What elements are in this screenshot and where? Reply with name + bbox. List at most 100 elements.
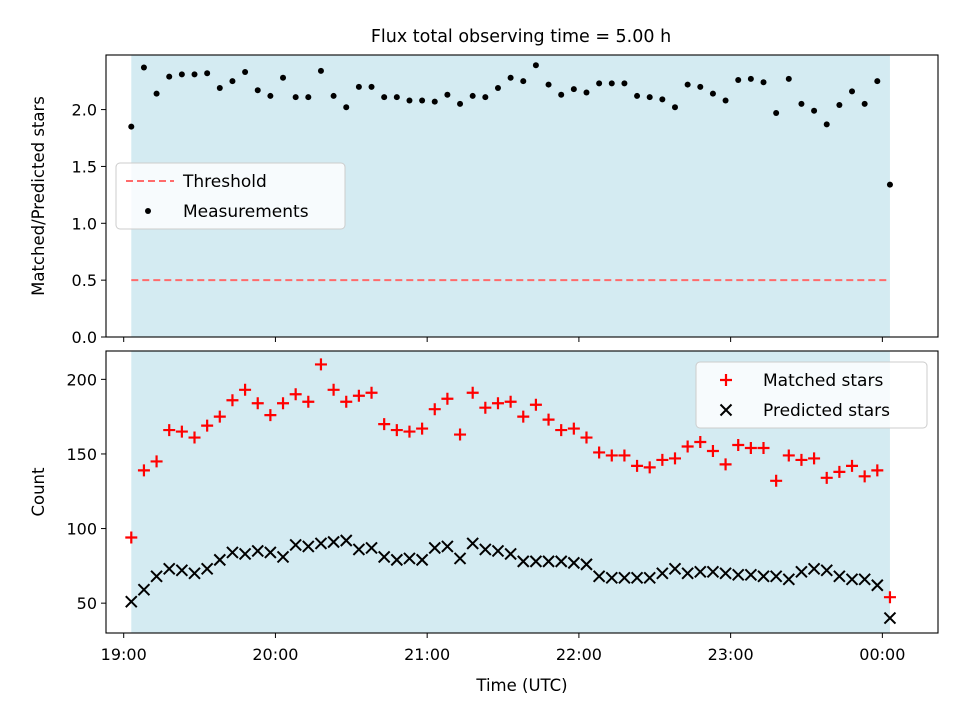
predicted-star-point (883, 611, 897, 625)
measurement-point (153, 90, 160, 97)
measurement-point (317, 67, 324, 74)
predicted-star-point (163, 562, 176, 576)
measurement-point (406, 97, 413, 104)
matched-star-point (846, 459, 859, 472)
measurement-point (634, 92, 641, 99)
y-axis-label: Matched/Predicted stars (29, 96, 48, 296)
matched-star-point (529, 398, 542, 411)
matched-star-point (871, 464, 884, 477)
predicted-star-point (807, 562, 821, 576)
y-axis-label: Count (29, 467, 48, 517)
measurement-point (583, 89, 590, 96)
matched-star-point (441, 392, 454, 405)
legend-box (115, 162, 346, 230)
predicted-star-point (732, 568, 745, 582)
matched-star-point (137, 464, 150, 477)
matched-star-point (694, 436, 707, 449)
measurement-point (355, 83, 362, 90)
matched-star-point (454, 428, 467, 441)
matched-star-point (277, 397, 290, 410)
predicted-star-point (377, 550, 391, 564)
predicted-star-point (517, 555, 530, 568)
predicted-star-point (694, 565, 707, 579)
y-tick-label: 50 (77, 594, 97, 613)
matched-star-point (251, 397, 264, 410)
predicted-star-point (757, 570, 770, 583)
measurement-point (140, 64, 147, 71)
series-predicted-stars (125, 534, 897, 625)
measurement-point (381, 94, 388, 101)
measurement-point (849, 88, 856, 95)
matched-star-point (668, 452, 681, 465)
measurement-point (229, 78, 236, 85)
matched-star-point (858, 470, 871, 483)
predicted-star-point (365, 541, 378, 555)
matched-star-point (744, 441, 757, 454)
bottom-panel: 50 100 150 200 19:00 20:00 21:00 22:00 23:00 00:0… (29, 350, 939, 695)
legend-label-threshold: Threshold (182, 172, 267, 192)
predicted-star-point (390, 553, 404, 567)
top-panel: 0.0 0.5 1.0 1.5 2.0 Matched/Predicted stars Th… (29, 54, 939, 347)
matched-star-point (416, 422, 429, 435)
predicted-star-point (453, 552, 467, 565)
measurement-point (343, 104, 350, 111)
measurement-point (785, 75, 792, 82)
matched-star-point (555, 424, 568, 437)
measurement-point (697, 83, 704, 90)
measurement-point (419, 97, 426, 104)
matched-star-point (580, 431, 593, 444)
measurement-point (305, 94, 312, 101)
measurement-point (823, 121, 830, 128)
predicted-star-point (845, 573, 859, 586)
predicted-star-point (188, 567, 201, 580)
x-tick-label: 21:00 (404, 645, 450, 664)
matched-star-point (327, 383, 340, 396)
measurement-point (558, 91, 565, 98)
predicted-star-point (542, 555, 555, 568)
matched-star-point (631, 459, 644, 472)
matched-star-point (770, 474, 783, 487)
matched-star-point (757, 441, 770, 454)
predicted-star-point (554, 555, 568, 568)
predicted-star-point (352, 543, 366, 556)
matched-star-point (226, 394, 239, 407)
predicted-star-point (782, 573, 796, 586)
matched-star-point (188, 431, 201, 444)
predicted-star-point (150, 570, 163, 583)
predicted-star-point (428, 541, 441, 555)
matched-star-point (795, 453, 808, 466)
legend: Matched stars Predicted stars (695, 361, 928, 429)
predicted-star-point (871, 579, 884, 592)
measurement-point (242, 69, 249, 76)
predicted-star-point (618, 571, 631, 585)
predicted-star-point (479, 543, 492, 556)
measurement-point (608, 80, 615, 87)
measurement-point (861, 100, 868, 107)
matched-star-point (213, 410, 226, 423)
predicted-star-point (251, 544, 264, 558)
matched-star-point (378, 418, 391, 431)
predicted-star-point (226, 546, 239, 559)
measurement-point (494, 84, 501, 91)
y-tick-label: 100 (66, 520, 97, 539)
predicted-star-point (175, 564, 189, 577)
predicted-star-point (302, 540, 315, 553)
predicted-star-point (833, 570, 846, 583)
y-tick-label: 2.0 (72, 101, 97, 120)
measurement-point (216, 84, 223, 91)
matched-star-point (491, 397, 504, 410)
matched-star-point (201, 419, 214, 432)
matched-star-point (466, 386, 479, 399)
measurement-point (431, 98, 438, 105)
predicted-star-point (200, 562, 214, 576)
legend-matched-swatch (720, 374, 732, 386)
matched-star-point (820, 471, 833, 484)
matched-star-point (390, 424, 403, 437)
measurement-point (709, 90, 716, 97)
legend-predicted-swatch (719, 403, 733, 417)
matched-star-point (883, 591, 896, 604)
measurement-point (735, 77, 742, 84)
matched-star-point (289, 388, 302, 401)
measurement-point (191, 71, 198, 78)
matched-star-point (175, 425, 188, 438)
